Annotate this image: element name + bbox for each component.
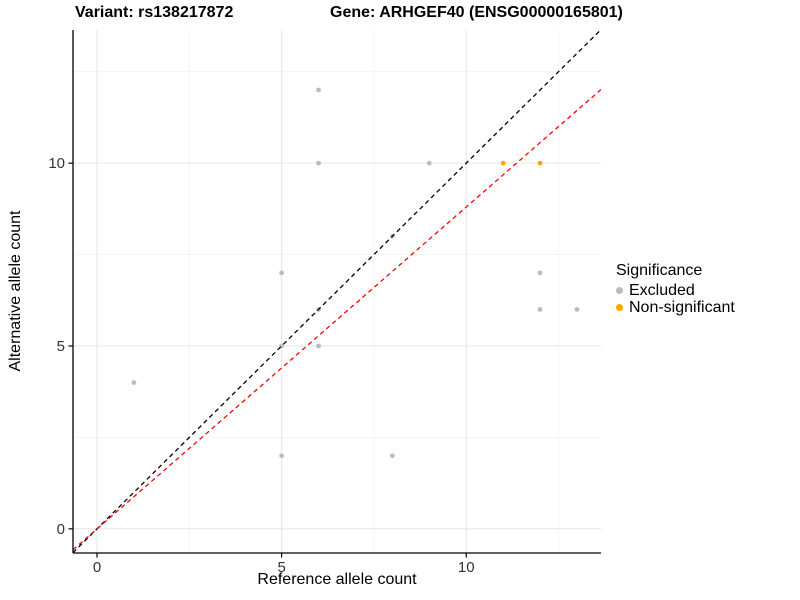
y-axis-label: Alternative allele count [7,210,24,372]
data-point-excluded-6 [316,160,321,166]
data-point-excluded-10 [426,160,432,166]
excluded-swatch-icon [616,287,623,294]
data-point-excluded-13 [574,307,580,312]
legend-item-excluded: Excluded [616,282,735,299]
data-point-excluded-11 [537,307,543,312]
data-point-excluded-4 [316,343,321,349]
plot-title-variant: Variant: rs138217872 [75,4,234,21]
data-point-excluded-3 [279,270,285,276]
data-point-excluded-1 [279,453,285,459]
legend-title: Significance [616,262,703,279]
legend-item-excluded-label: Excluded [629,281,695,299]
data-point-non-significant-0 [500,160,506,166]
data-point-non-significant-1 [537,160,543,166]
x-tick-label-2: 10 [458,559,475,576]
x-tick-label-0: 0 [93,559,101,576]
legend-item-non-significant-label: Non-significant [629,298,735,316]
x-axis-label: Reference allele count [257,571,417,588]
data-point-excluded-7 [316,87,321,93]
legend: Significance Excluded Non-significant [616,262,735,316]
plot-title-gene: Gene: ARHGEF40 (ENSG00000165801) [330,4,623,21]
y-tick-label-2: 10 [48,155,65,172]
identity-line [73,30,601,554]
data-point-excluded-8 [389,453,395,459]
expected-ratio-line [73,89,601,551]
non-significant-swatch-icon [616,304,623,311]
data-point-excluded-0 [131,380,137,385]
legend-item-non-significant: Non-significant [616,299,735,316]
y-tick-label-1: 5 [57,338,65,355]
y-tick-label-0: 0 [57,521,65,538]
data-point-excluded-12 [537,270,543,276]
x-tick-label-1: 5 [277,559,285,576]
